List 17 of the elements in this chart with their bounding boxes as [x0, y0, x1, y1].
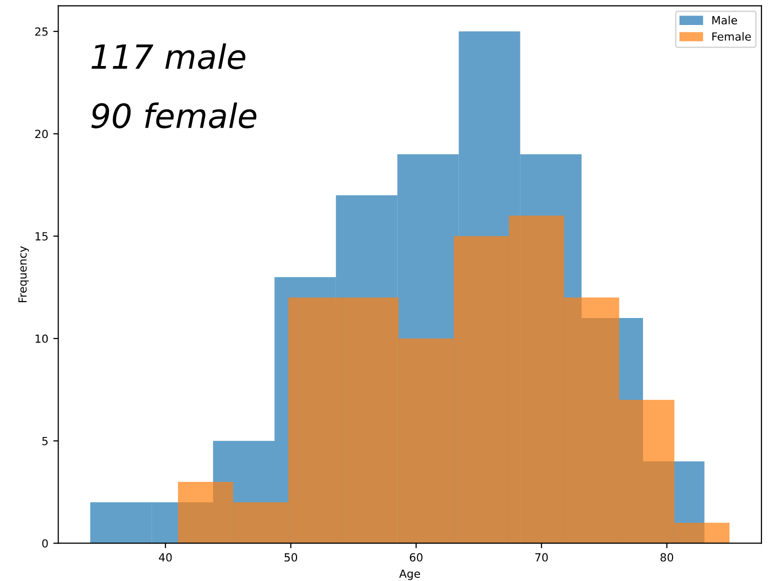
- y-tick-label: 20: [35, 130, 48, 138]
- legend-label: Female: [712, 32, 751, 41]
- x-tick-label: 40: [158, 553, 172, 562]
- legend-label: Male: [712, 16, 738, 24]
- x-tick-label: 80: [660, 553, 674, 562]
- y-tick-label: 15: [36, 232, 48, 241]
- x-tick-label: 70: [535, 553, 548, 562]
- y-tick-label: 0: [42, 539, 48, 548]
- y-axis-title: Frequency: [18, 246, 29, 302]
- x-tick-label: 50: [284, 553, 298, 562]
- y-tick-label: 10: [36, 334, 48, 343]
- annotation: 90 female: [91, 102, 256, 128]
- annotation: 117 male: [92, 43, 246, 70]
- y-tick-label: 25: [35, 27, 48, 36]
- x-axis-title: Age: [399, 570, 420, 580]
- x-tick-label: 60: [410, 553, 422, 562]
- y-tick-label: 5: [42, 436, 48, 446]
